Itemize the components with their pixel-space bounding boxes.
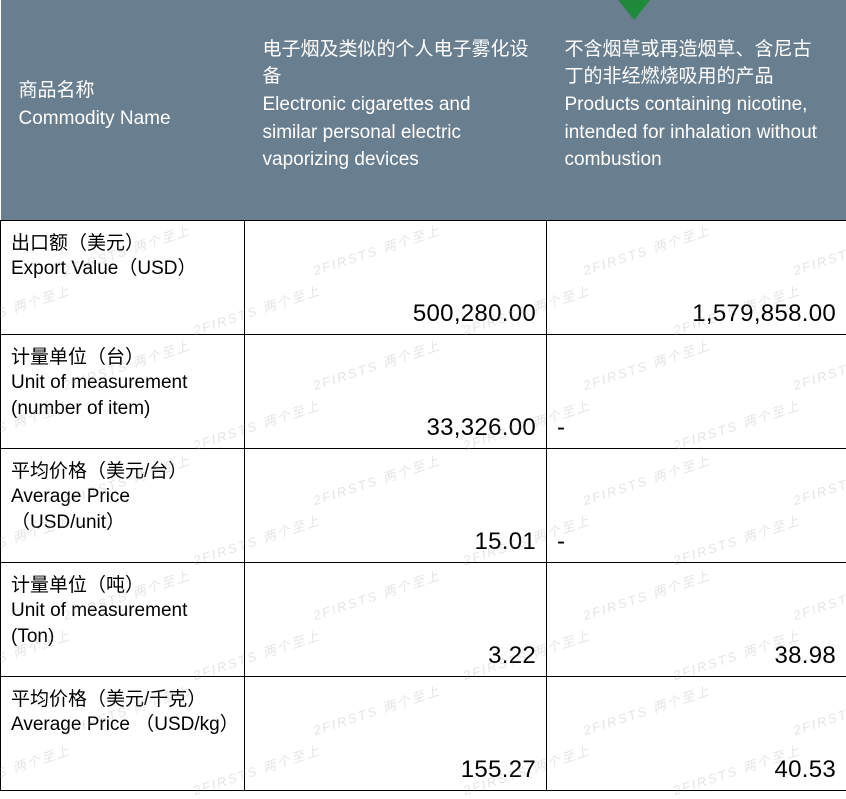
value-text: 33,326.00 xyxy=(427,414,536,442)
cell-unit-item-nicotine: - xyxy=(547,334,846,448)
row4-label-zh: 平均价格（美元/千克） xyxy=(11,687,230,713)
cell-unit-ton-ecig: 3.22 xyxy=(245,562,547,676)
header-col1-en: Electronic cigarettes and similar person… xyxy=(263,91,529,174)
row-label-avg-price-kg: 平均价格（美元/千克） Average Price （USD/kg） xyxy=(1,676,245,790)
cell-avg-price-kg-nicotine: 40.53 xyxy=(547,676,846,790)
header-col1-zh: 电子烟及类似的个人电子雾化设备 xyxy=(263,36,529,91)
value-text: 40.53 xyxy=(774,756,836,784)
cell-export-value-ecig: 500,280.00 xyxy=(245,220,547,334)
header-col0-en: Commodity Name xyxy=(19,105,227,133)
table-row: 计量单位（台） Unit of measurement (number of i… xyxy=(1,334,846,448)
header-col0-zh: 商品名称 xyxy=(19,77,227,105)
row3-label-zh: 计量单位（吨） xyxy=(11,573,230,599)
commodity-table: 商品名称 Commodity Name 电子烟及类似的个人电子雾化设备 Elec… xyxy=(0,0,846,791)
value-text: 155.27 xyxy=(461,756,536,784)
row4-label-en: Average Price （USD/kg） xyxy=(11,712,230,738)
row1-label-en: Unit of measurement (number of item) xyxy=(11,370,230,421)
row1-label-zh: 计量单位（台） xyxy=(11,345,230,371)
row3-label-en: Unit of measurement (Ton) xyxy=(11,598,230,649)
value-text: 38.98 xyxy=(774,642,836,670)
header-col2-zh: 不含烟草或再造烟草、含尼古丁的非经燃烧吸用的产品 xyxy=(565,36,829,91)
value-dash: - xyxy=(557,528,565,556)
header-nicotine-products: 不含烟草或再造烟草、含尼古丁的非经燃烧吸用的产品 Products contai… xyxy=(547,0,846,220)
cell-export-value-nicotine: 1,579,858.00 xyxy=(547,220,846,334)
cell-avg-price-kg-ecig: 155.27 xyxy=(245,676,547,790)
cell-avg-price-unit-ecig: 15.01 xyxy=(245,448,547,562)
value-text: 500,280.00 xyxy=(413,300,536,328)
pointer-triangle-icon xyxy=(618,0,650,20)
row0-label-zh: 出口额（美元） xyxy=(11,231,230,257)
table-row: 出口额（美元） Export Value（USD） 500,280.00 1,5… xyxy=(1,220,846,334)
row2-label-en: Average Price （USD/unit） xyxy=(11,484,230,535)
table-header-row: 商品名称 Commodity Name 电子烟及类似的个人电子雾化设备 Elec… xyxy=(1,0,846,220)
header-commodity-name: 商品名称 Commodity Name xyxy=(1,0,245,220)
header-electronic-cigarettes: 电子烟及类似的个人电子雾化设备 Electronic cigarettes an… xyxy=(245,0,547,220)
table-row: 平均价格（美元/千克） Average Price （USD/kg） 155.2… xyxy=(1,676,846,790)
cell-unit-item-ecig: 33,326.00 xyxy=(245,334,547,448)
table-row: 平均价格（美元/台） Average Price （USD/unit） 15.0… xyxy=(1,448,846,562)
cell-unit-ton-nicotine: 38.98 xyxy=(547,562,846,676)
value-text: 3.22 xyxy=(488,642,536,670)
value-dash: - xyxy=(557,414,565,442)
value-text: 15.01 xyxy=(474,528,536,556)
row-label-export-value: 出口额（美元） Export Value（USD） xyxy=(1,220,245,334)
row0-label-en: Export Value（USD） xyxy=(11,256,230,282)
table-row: 计量单位（吨） Unit of measurement (Ton) 3.22 3… xyxy=(1,562,846,676)
value-text: 1,579,858.00 xyxy=(692,300,836,328)
cell-avg-price-unit-nicotine: - xyxy=(547,448,846,562)
header-col2-en: Products containing nicotine, intended f… xyxy=(565,91,829,174)
row-label-avg-price-unit: 平均价格（美元/台） Average Price （USD/unit） xyxy=(1,448,245,562)
row-label-unit-item: 计量单位（台） Unit of measurement (number of i… xyxy=(1,334,245,448)
row-label-unit-ton: 计量单位（吨） Unit of measurement (Ton) xyxy=(1,562,245,676)
row2-label-zh: 平均价格（美元/台） xyxy=(11,459,230,485)
